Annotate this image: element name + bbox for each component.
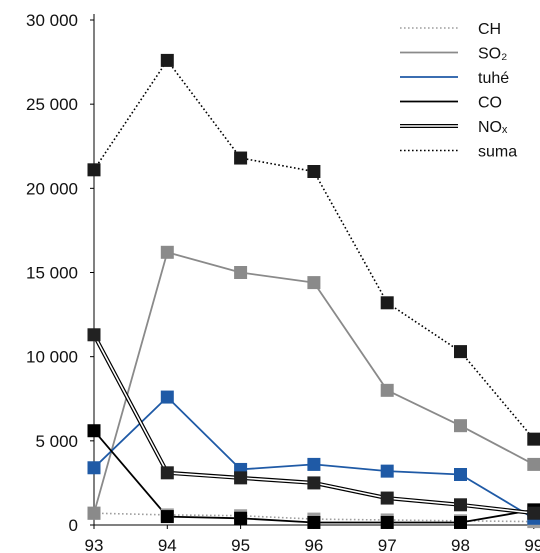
data-point-marker [527,457,540,471]
y-tick-label: 5 000 [35,432,78,451]
data-point-marker [160,53,174,67]
data-point-marker [234,151,248,165]
axes: 0 5 000 10 000 15 000 20 000 25 000 30 000 93 94… [26,11,540,553]
legend-label: CO [478,95,502,112]
x-tick-label: 95 [231,536,250,553]
data-point-marker [527,506,540,520]
y-tick-label: 10 000 [26,348,78,367]
x-tick-label: 97 [378,536,397,553]
data-point-marker [87,506,101,520]
data-point-marker [160,510,174,524]
series-line-1 [93,251,535,514]
data-point-marker [234,471,248,485]
legend-label: SO₂ [478,46,507,63]
data-point-marker [87,461,101,475]
data-point-marker [160,466,174,480]
series-markers [87,53,540,529]
legend: CH SO₂ tuhé CO NOₓ suma [400,21,517,161]
x-tick-label: 93 [85,536,104,553]
y-tick-label: 25 000 [26,95,78,114]
data-point-marker [307,515,321,529]
legend-label: NOₓ [478,119,508,136]
data-point-marker [454,498,467,512]
data-point-marker [87,163,101,177]
x-tick-label: 96 [304,536,323,553]
data-point-marker [380,296,394,310]
data-point-marker [380,383,394,397]
y-tick-label: 0 [69,516,78,535]
data-point-marker [454,419,467,433]
data-point-marker [307,476,321,490]
legend-label: suma [478,144,517,161]
data-point-marker [380,515,394,529]
data-point-marker [454,468,467,481]
data-point-marker [307,457,321,471]
data-point-marker [380,491,394,505]
data-point-marker [380,464,394,478]
data-point-marker [234,511,248,525]
data-point-marker [87,328,101,342]
y-tick-label: 20 000 [26,179,78,198]
data-point-marker [454,515,467,529]
data-point-marker [234,266,248,279]
series-line-5 [93,59,535,440]
x-tick-label: 98 [451,536,470,553]
data-point-marker [87,424,101,438]
data-point-marker [160,245,174,259]
x-tick-label: 94 [158,536,177,553]
data-point-marker [527,432,540,446]
y-tick-label: 30 000 [26,11,78,30]
data-point-marker [454,345,467,359]
x-tick-label: 99 [524,536,540,553]
legend-label: tuhé [478,70,509,87]
legend-label: CH [478,21,501,38]
data-point-marker [160,390,174,404]
y-tick-label: 15 000 [26,264,78,283]
series-lines [92,59,535,524]
data-point-marker [307,276,321,290]
data-point-marker [307,165,321,178]
